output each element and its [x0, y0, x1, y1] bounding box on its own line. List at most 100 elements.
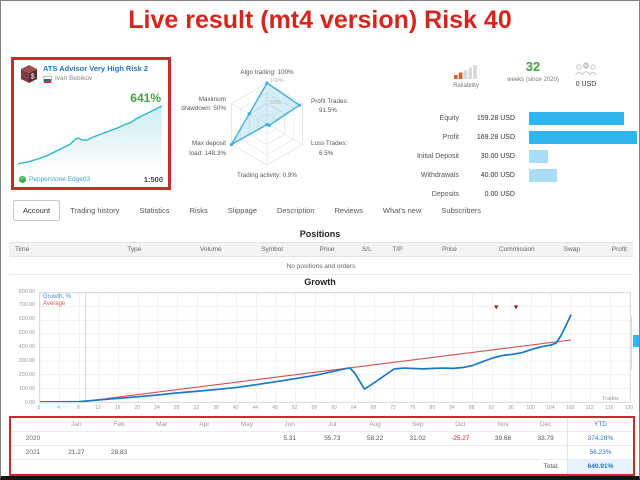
stat-label: Equity: [439, 115, 459, 122]
month-col-header-nov: Nov: [481, 418, 525, 432]
tabs-bar: Account Trading history Statistics Risks Sli…: [13, 200, 491, 221]
growth-plot-area[interactable]: [39, 292, 631, 403]
x-tick-116: 116: [605, 405, 614, 411]
x-tick-56: 56: [311, 405, 318, 411]
monthly-value-2021-feb: 28.83: [97, 446, 141, 460]
x-tick-92: 92: [488, 405, 495, 411]
x-tick-32: 32: [193, 405, 200, 411]
monthly-value-2021-jul: [311, 446, 354, 460]
x-tick-104: 104: [546, 405, 555, 411]
month-col-header-oct: Oct: [439, 418, 482, 432]
monthly-value-2021-dec: [524, 446, 567, 460]
tab-risks[interactable]: Risks: [189, 206, 208, 215]
monthly-value-2020-jun: 5.31: [268, 432, 311, 446]
tab-reviews[interactable]: Reviews: [334, 206, 363, 215]
monthly-value-2020-may: [225, 432, 269, 446]
stat-bar-area: [529, 131, 639, 144]
y-tick-300: 300.00: [18, 357, 35, 364]
broker-name[interactable]: Pepperstone Edge03: [29, 176, 91, 183]
x-tick-88: 88: [468, 405, 475, 411]
monthly-value-2020-oct: -25.27: [439, 432, 482, 446]
x-tick-64: 64: [350, 405, 357, 411]
month-col-header-jun: Jun: [268, 418, 311, 432]
stat-value: 40.00 USD: [480, 172, 515, 179]
x-tick-24: 24: [154, 405, 160, 411]
stat-label: Profit: [442, 134, 459, 141]
growth-title: Growth: [304, 277, 336, 287]
growth-percent-badge: 641%: [130, 91, 161, 105]
radar-ring-label-100: 100%: [270, 78, 284, 84]
monthly-value-2021-may: [225, 446, 269, 460]
growth-line: [39, 314, 572, 403]
y-tick-0: 0.00: [24, 399, 35, 406]
total-value: 640.91%: [567, 460, 633, 474]
x-tick-68: 68: [370, 405, 377, 411]
positions-column-price-4: Price: [319, 246, 335, 253]
signal-card-footer: ✓ Pepperstone Edge03 1:500: [19, 175, 163, 184]
x-tick-120: 120: [624, 405, 634, 411]
stat-bar: [529, 112, 624, 125]
tab-account[interactable]: Account: [13, 200, 61, 221]
monthly-value-2020-jul: 55.73: [311, 432, 354, 446]
radar-spoke: [266, 123, 303, 145]
radar-vertex: [297, 103, 302, 107]
growth-legend: Growth, % Average: [43, 294, 71, 308]
x-tick-36: 36: [213, 405, 219, 411]
monthly-value-2021-nov: [481, 446, 525, 460]
radar-data-polygon: [230, 82, 301, 146]
x-tick-108: 108: [565, 405, 575, 411]
tab-statistics[interactable]: Statistics: [139, 206, 170, 215]
x-tick-80: 80: [429, 405, 436, 411]
average-line: [79, 339, 572, 403]
radar-data-points: [229, 81, 302, 147]
tab-slippage[interactable]: Slippage: [227, 206, 257, 215]
monthly-value-2021-jun: [268, 446, 311, 460]
monthly-value-2021-apr: [183, 446, 226, 460]
tab-what-s-new[interactable]: What's new: [382, 206, 422, 215]
y-tick-100: 100.00: [18, 385, 35, 392]
card-sparkline-chart: [18, 105, 163, 169]
month-col-header-dec: Dec: [524, 418, 567, 432]
positions-column-price-7: Price: [442, 246, 457, 253]
x-tick-100: 100: [526, 405, 535, 411]
positions-column-profit-10: Profit: [611, 246, 627, 253]
radar-vertex: [229, 142, 234, 147]
radar-label-trading-activity: Trading activity: 0.9%: [237, 172, 297, 179]
monthly-value-2021-mar: [140, 446, 183, 460]
tab-description[interactable]: Description: [277, 206, 315, 215]
monthly-value-2020-nov: 39.68: [481, 432, 525, 446]
stat-value: 0.00 USD: [484, 191, 515, 198]
clipped-widget: [631, 316, 639, 370]
signal-author[interactable]: Ivan Bebikov: [55, 75, 93, 82]
svg-text:$: $: [31, 74, 35, 81]
radar-label-max-drawdown: Maximum: [199, 96, 226, 103]
monthly-returns-table: Jan Feb Mar Apr May Jun Jul Aug Sep Oct Nov Dec YTD 2…: [9, 416, 635, 476]
radar-label-loss-trades-value: 6.5%: [319, 150, 334, 157]
month-col-header-may: May: [225, 418, 269, 432]
x-tick-4: 4: [57, 405, 61, 411]
ytd-value-2021: 56.23%: [567, 446, 633, 460]
monthly-value-2021-jan: 21.27: [55, 446, 98, 460]
summary-panel: Reliability 32 weeks (since 2020) 0 0 US…: [393, 59, 639, 198]
legend-growth: Growth, %: [43, 294, 72, 300]
withdrawal-marker: [494, 305, 499, 310]
country-flag-icon: [43, 75, 52, 83]
stat-row-deposits: Deposits 0.00 USD: [393, 185, 639, 204]
radar-label-profit-trades-value: 91.5%: [319, 107, 337, 114]
positions-column-type-1: Type: [127, 246, 142, 253]
signal-card[interactable]: $ ATS Advisor Very High Risk 2 Ivan Bebi…: [11, 57, 171, 190]
radar-label-max-deposit: Max deposit: [192, 140, 226, 147]
stat-row-profit: Profit 169.28 USD: [393, 128, 639, 147]
tab-trading-history[interactable]: Trading history: [70, 206, 120, 215]
x-tick-28: 28: [173, 405, 180, 411]
positions-column-symbol-3: Symbol: [261, 246, 283, 253]
tab-subscribers[interactable]: Subscribers: [441, 206, 481, 215]
x-tick-60: 60: [331, 405, 337, 411]
signal-name[interactable]: ATS Advisor Very High Risk 2: [43, 64, 149, 73]
positions-column-t-p-6: T/P: [392, 246, 403, 253]
x-tick-52: 52: [291, 405, 298, 411]
ytd-value-2020: 374.26%: [567, 432, 633, 446]
x-tick-112: 112: [585, 405, 594, 411]
month-col-header-jan: Jan: [55, 418, 98, 432]
